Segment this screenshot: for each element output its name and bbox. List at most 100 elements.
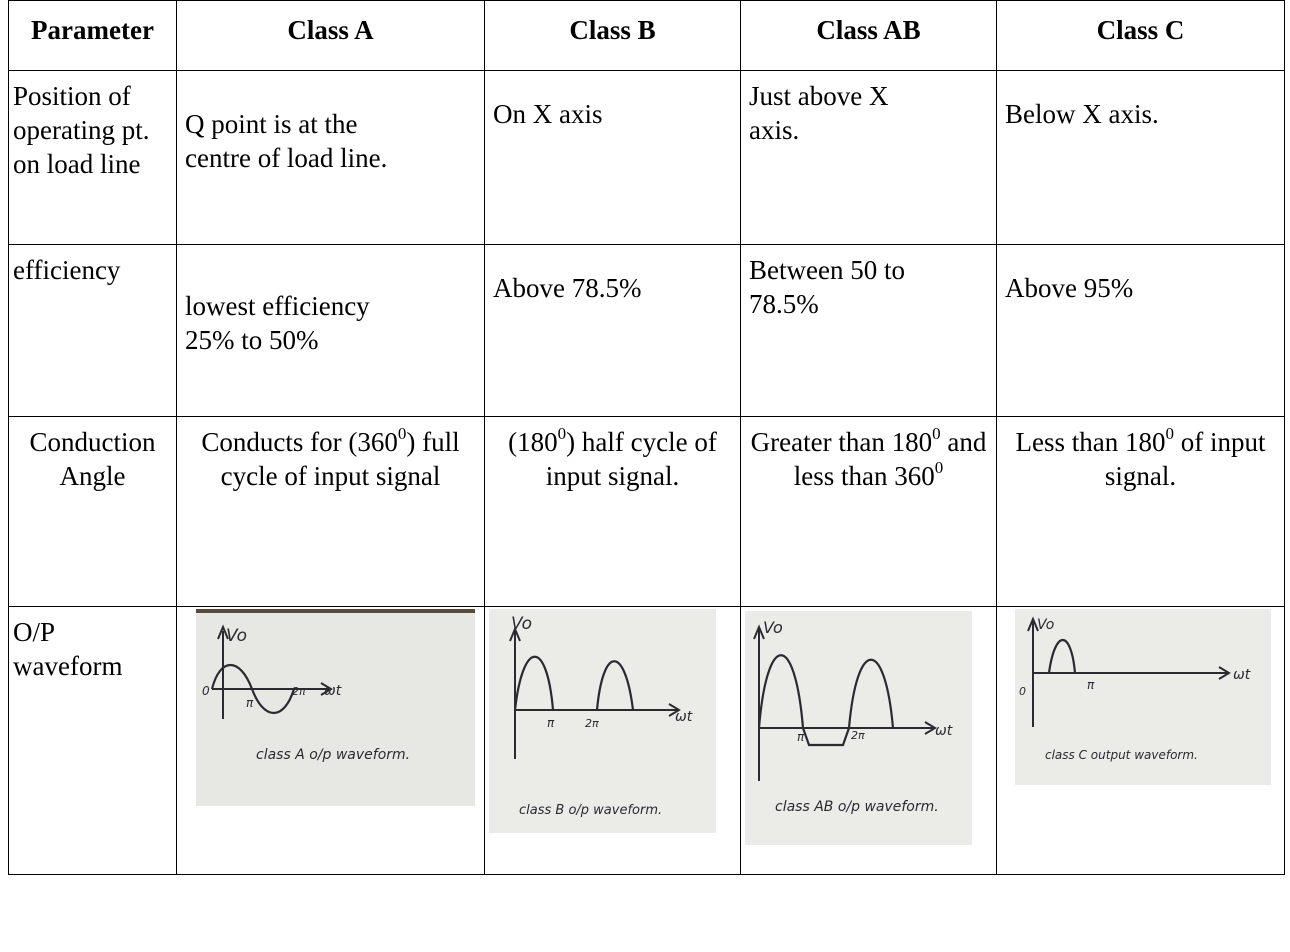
class-c-waveform-photo: Vo 0 π ωt class C output waveform. bbox=[1015, 609, 1271, 785]
degree-sup: 0 bbox=[557, 424, 567, 443]
header-class-b-label: Class B bbox=[569, 15, 656, 45]
degree-sup: 0 bbox=[932, 424, 941, 443]
param-conduction-angle: Conduction Angle bbox=[8, 416, 177, 607]
caption: class AB o/p waveform. bbox=[775, 799, 939, 815]
cell-b-operating-point: On X axis bbox=[484, 70, 741, 245]
cell-a-operating-point-text: Q point is at the centre of load line. bbox=[185, 109, 388, 173]
cell-b-efficiency: Above 78.5% bbox=[484, 244, 741, 417]
text-part: Conducts for (360 bbox=[201, 427, 398, 457]
text-part: and less than 360 bbox=[793, 427, 987, 491]
caption: class C output waveform. bbox=[1045, 748, 1198, 762]
header-row: Parameter Class A Class B Class AB Class… bbox=[8, 0, 1285, 71]
two-pi-label: 2π bbox=[851, 729, 865, 742]
text-part: Less than 180 bbox=[1015, 427, 1166, 457]
header-class-a: Class A bbox=[176, 0, 485, 71]
text-part: ) full cycle of input signal bbox=[220, 427, 460, 491]
param-efficiency: efficiency bbox=[8, 244, 177, 417]
full-sine-wave bbox=[210, 663, 296, 715]
table-row: O/P waveform Vo 0 π 2π ωt class A o/p wa… bbox=[8, 606, 1285, 875]
header-class-a-label: Class A bbox=[287, 15, 374, 45]
header-class-c-label: Class C bbox=[1096, 15, 1185, 45]
header-parameter-label: Parameter bbox=[31, 15, 154, 45]
cell-c-operating-point-text: Below X axis. bbox=[1005, 99, 1159, 129]
pi-label: π bbox=[547, 716, 555, 730]
vo-axis-arrow bbox=[509, 626, 521, 642]
header-class-b: Class B bbox=[484, 0, 741, 71]
table-row: efficiency lowest efficiency 25% to 50% … bbox=[8, 244, 1285, 417]
time-axis-arrow bbox=[320, 682, 333, 696]
param-op-waveform: O/P waveform bbox=[8, 606, 177, 875]
class-ab-waveform-sketch: Vo π 2π ωt class AB o/p waveform. bbox=[753, 618, 953, 815]
vo-label: Vo bbox=[763, 618, 783, 637]
cell-ab-conduction: Greater than 1800 and less than 3600 bbox=[740, 416, 997, 607]
caption: class B o/p waveform. bbox=[519, 803, 662, 818]
comparison-table-wrapper: Parameter Class A Class B Class AB Class… bbox=[8, 0, 1285, 875]
amplifier-class-comparison-table: Parameter Class A Class B Class AB Class… bbox=[8, 0, 1285, 875]
half-sine-1 bbox=[513, 655, 555, 711]
class-a-waveform-photo: Vo 0 π 2π ωt class A o/p waveform. bbox=[196, 609, 475, 806]
cell-c-efficiency-text: Above 95% bbox=[1005, 273, 1134, 303]
cell-a-conduction: Conducts for (3600) full cycle of input … bbox=[176, 416, 485, 607]
cell-a-conduction-text: Conducts for (3600) full cycle of input … bbox=[177, 417, 484, 493]
cell-ab-waveform: Vo π 2π ωt class AB o/p waveform. bbox=[740, 606, 997, 875]
time-axis-arrow bbox=[924, 721, 937, 735]
cell-c-conduction: Less than 1800 of input signal. bbox=[996, 416, 1285, 607]
header-parameter: Parameter bbox=[8, 0, 177, 71]
cell-b-efficiency-text: Above 78.5% bbox=[493, 273, 642, 303]
cell-ab-conduction-text: Greater than 1800 and less than 3600 bbox=[741, 417, 996, 493]
wt-label: ωt bbox=[675, 709, 693, 725]
degree-sup: 0 bbox=[397, 424, 407, 443]
header-class-ab-label: Class AB bbox=[816, 15, 921, 45]
cell-c-waveform: Vo 0 π ωt class C output waveform. bbox=[996, 606, 1285, 875]
header-class-c: Class C bbox=[996, 0, 1285, 71]
wt-label: ωt bbox=[324, 683, 342, 699]
caption: class A o/p waveform. bbox=[256, 747, 410, 763]
half-sine-2 bbox=[595, 660, 635, 711]
pi-label: π bbox=[797, 730, 805, 744]
class-a-waveform-sketch: Vo 0 π 2π ωt class A o/p waveform. bbox=[196, 609, 475, 763]
time-axis-arrow bbox=[1218, 666, 1231, 680]
cell-ab-operating-point: Just above X axis. bbox=[740, 70, 997, 245]
vo-label: Vo bbox=[511, 614, 532, 634]
text-part: (180 bbox=[508, 427, 558, 457]
text-part: Greater than 180 bbox=[750, 427, 933, 457]
time-axis-arrow bbox=[668, 703, 681, 717]
text-part: of input signal. bbox=[1104, 427, 1266, 491]
cell-ab-operating-point-text: Just above X axis. bbox=[749, 81, 889, 145]
wt-label: ωt bbox=[1233, 667, 1251, 683]
pulse bbox=[1047, 639, 1077, 674]
pi-label: π bbox=[1087, 678, 1095, 692]
class-b-waveform-photo: Vo π 2π ωt class B o/p waveform. bbox=[489, 609, 716, 833]
table-row: Position of operating pt. on load line Q… bbox=[8, 70, 1285, 245]
cell-c-efficiency: Above 95% bbox=[996, 244, 1285, 417]
ab-wave bbox=[757, 654, 895, 747]
table-row: Conduction Angle Conducts for (3600) ful… bbox=[8, 416, 1285, 607]
class-b-waveform-sketch: Vo π 2π ωt class B o/p waveform. bbox=[509, 614, 693, 818]
param-conduction-angle-text: Conduction Angle bbox=[29, 427, 156, 491]
cell-c-conduction-text: Less than 1800 of input signal. bbox=[997, 417, 1284, 493]
header-class-ab: Class AB bbox=[740, 0, 997, 71]
class-ab-waveform-photo: Vo π 2π ωt class AB o/p waveform. bbox=[745, 611, 972, 845]
vo-axis-arrow bbox=[1027, 616, 1039, 632]
origin-label: 0 bbox=[202, 684, 210, 698]
cell-a-operating-point: Q point is at the centre of load line. bbox=[176, 70, 485, 245]
cell-c-operating-point: Below X axis. bbox=[996, 70, 1285, 245]
cell-a-efficiency: lowest efficiency 25% to 50% bbox=[176, 244, 485, 417]
vo-label: Vo bbox=[1037, 617, 1054, 633]
two-pi-label: 2π bbox=[292, 685, 306, 698]
cell-ab-efficiency: Between 50 to 78.5% bbox=[740, 244, 997, 417]
cell-b-operating-point-text: On X axis bbox=[493, 99, 603, 129]
origin-label: 0 bbox=[1019, 685, 1026, 698]
degree-sup: 0 bbox=[934, 458, 944, 477]
two-pi-label: 2π bbox=[585, 717, 599, 730]
degree-sup: 0 bbox=[1165, 424, 1174, 443]
vo-axis-arrow bbox=[753, 624, 765, 640]
class-c-waveform-sketch: Vo 0 π ωt class C output waveform. bbox=[1019, 616, 1251, 762]
text-part: ) half cycle of input signal. bbox=[545, 427, 717, 491]
cell-b-waveform: Vo π 2π ωt class B o/p waveform. bbox=[484, 606, 741, 875]
pi-label: π bbox=[246, 696, 254, 710]
cell-b-conduction: (1800) half cycle of input signal. bbox=[484, 416, 741, 607]
cell-ab-efficiency-text: Between 50 to 78.5% bbox=[749, 255, 905, 319]
cell-a-efficiency-text: lowest efficiency 25% to 50% bbox=[185, 291, 370, 355]
wt-label: ωt bbox=[935, 723, 953, 739]
